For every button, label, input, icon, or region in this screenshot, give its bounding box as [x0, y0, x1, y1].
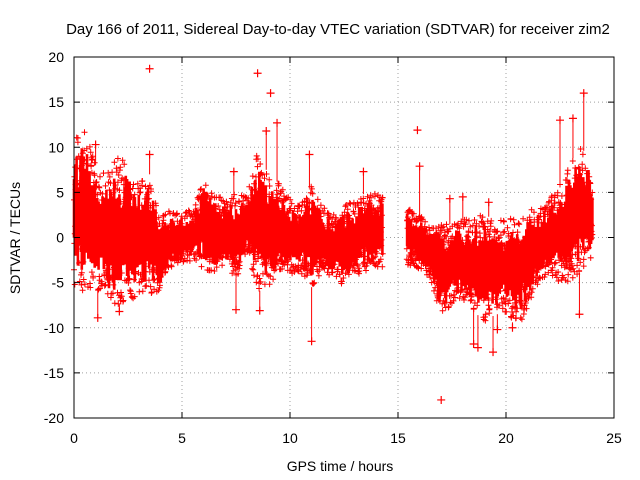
outlier-point [493, 325, 502, 334]
y-tick-label: 5 [56, 184, 64, 200]
outlier-point [556, 116, 564, 125]
outlier-point [93, 313, 102, 322]
x-tick-label: 0 [70, 430, 78, 446]
x-tick-label: 10 [282, 430, 298, 446]
outlier-point [437, 395, 446, 404]
x-axis: 0 5 10 15 20 25 [70, 57, 622, 446]
outlier-point [145, 150, 154, 159]
x-axis-label: GPS time / hours [287, 458, 394, 474]
outlier-point [305, 150, 314, 159]
x-tick-label: 5 [178, 430, 186, 446]
x-tick-label: 15 [390, 430, 406, 446]
outlier-point [445, 194, 454, 203]
chart-title: Day 166 of 2011, Sidereal Day-to-day VTE… [66, 21, 610, 38]
y-axis: -20 -15 -10 -5 0 5 10 15 20 [44, 49, 614, 426]
y-tick-label: 10 [48, 139, 64, 155]
outlier-point [91, 140, 100, 149]
outlier-point [413, 126, 422, 135]
outlier-point [473, 343, 482, 352]
outlier-point [229, 167, 238, 176]
outlier-point [579, 89, 588, 98]
outlier-point [575, 310, 584, 319]
outlier-point [508, 323, 517, 332]
y-tick-label: 20 [48, 49, 64, 65]
outlier-point [359, 167, 368, 176]
x-tick-label: 25 [606, 430, 622, 446]
outlier-point [145, 64, 154, 73]
y-tick-label: -20 [44, 410, 64, 426]
outlier-point [415, 162, 424, 171]
outlier-point [273, 118, 282, 127]
outlier-point [253, 69, 262, 78]
outlier-point [307, 337, 316, 346]
outlier-point [232, 305, 240, 314]
y-tick-label: -5 [52, 275, 65, 291]
y-tick-label: -15 [44, 365, 64, 381]
outlier-point [469, 339, 478, 348]
outlier-point [115, 307, 124, 316]
outlier-point [255, 306, 264, 315]
y-tick-label: 15 [48, 94, 64, 110]
outlier-point [458, 192, 467, 201]
outlier-point [489, 348, 498, 357]
y-tick-label: -10 [44, 320, 64, 336]
x-tick-label: 20 [498, 430, 514, 446]
outlier-point [484, 198, 493, 207]
y-tick-label: 0 [56, 230, 64, 246]
outlier-point [262, 127, 271, 136]
outlier-point [568, 114, 577, 123]
y-axis-label: SDTVAR / TECUs [7, 182, 23, 294]
outlier-point [266, 89, 275, 98]
